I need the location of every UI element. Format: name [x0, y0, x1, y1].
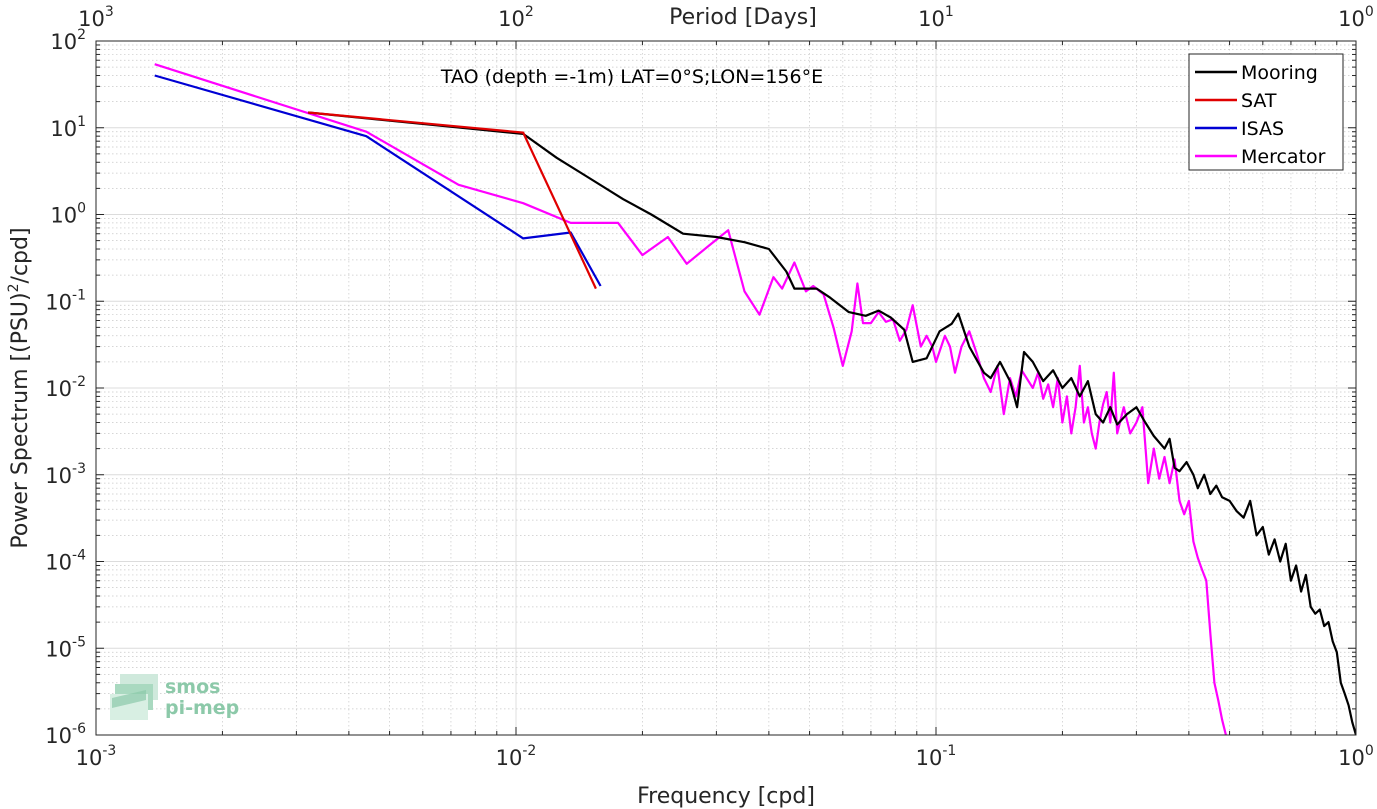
- y-tick-label-base: 10: [45, 637, 72, 661]
- period-tick-label: 102: [498, 4, 534, 31]
- x-tick-label-exponent: -1: [942, 743, 956, 759]
- legend-label-mooring: Mooring: [1241, 62, 1318, 84]
- period-tick-label: 100: [1338, 4, 1374, 31]
- x-tick-label: 10-2: [496, 743, 537, 770]
- x-tick-label-base: 10: [76, 746, 103, 770]
- legend-box: [1188, 53, 1344, 171]
- y-tick-label-base: 10: [50, 30, 77, 54]
- y-tick-label-exponent: -2: [72, 374, 86, 390]
- y-tick-label-exponent: -6: [72, 721, 86, 737]
- top-axis-title: Period [Days]: [669, 5, 817, 30]
- period-tick-label-exponent: 0: [1365, 4, 1374, 20]
- y-tick-label-exponent: -4: [72, 548, 86, 564]
- period-tick-label-base: 10: [1338, 7, 1365, 31]
- legend-label-mercator: Mercator: [1241, 146, 1326, 168]
- y-tick-label-base: 10: [45, 724, 72, 748]
- x-tick-label-base: 10: [496, 746, 523, 770]
- chart-annotation: TAO (depth =-1m) LAT=0°S;LON=156°E: [440, 66, 823, 88]
- y-tick-label-exponent: 2: [77, 27, 86, 43]
- y-tick-label-exponent: 0: [77, 201, 86, 217]
- y-tick-label: 10-4: [45, 548, 86, 575]
- y-tick-label: 101: [50, 114, 86, 141]
- y-tick-label-exponent: -5: [72, 634, 86, 650]
- logo-mark-icon: [110, 674, 158, 720]
- series-line-isas: [154, 74, 602, 287]
- period-tick-label-base: 10: [78, 7, 105, 31]
- period-tick-label-exponent: 1: [945, 4, 954, 20]
- x-tick-label-base: 10: [1338, 746, 1365, 770]
- x-tick-label: 10-1: [916, 743, 957, 770]
- legend: Mooring SAT ISAS Mercator: [1188, 53, 1344, 171]
- period-tick-label-base: 10: [498, 7, 525, 31]
- y-tick-label: 10-5: [45, 634, 86, 661]
- y-tick-label-exponent: 1: [77, 114, 86, 130]
- major-gridlines: [95, 40, 1357, 736]
- y-tick-label-exponent: -1: [72, 287, 86, 303]
- period-tick-label: 103: [78, 4, 114, 31]
- x-tick-label: 100: [1338, 743, 1374, 770]
- period-tick-label-base: 10: [918, 7, 945, 31]
- y-tick-label-base: 10: [50, 117, 77, 141]
- x-tick-label-base: 10: [916, 746, 943, 770]
- y-tick-label-base: 10: [45, 551, 72, 575]
- y-axis-title: Power Spectrum [(PSU)2/cpd]: [6, 227, 33, 548]
- y-tick-label: 102: [50, 27, 86, 54]
- x-tick-label-exponent: -2: [522, 743, 536, 759]
- tick-marks: [95, 40, 1357, 736]
- y-axis-title-tail: /cpd]: [8, 227, 33, 283]
- smos-pi-mep-logo: smos pi-mep: [110, 674, 239, 720]
- y-tick-label-base: 10: [50, 204, 77, 228]
- y-axis-title-superscript: 2: [6, 283, 22, 292]
- legend-label-sat: SAT: [1241, 90, 1277, 112]
- x-tick-label-exponent: 0: [1365, 743, 1374, 759]
- y-tick-label-base: 10: [45, 377, 72, 401]
- period-tick-label-exponent: 3: [105, 4, 114, 20]
- series-layer: [154, 63, 1356, 735]
- legend-label-isas: ISAS: [1241, 118, 1284, 140]
- logo-text-line1: smos: [165, 676, 220, 698]
- x-tick-label-exponent: -3: [102, 743, 116, 759]
- y-tick-label: 10-1: [45, 287, 86, 314]
- y-tick-label-exponent: -3: [72, 461, 86, 477]
- y-tick-label: 10-6: [45, 721, 86, 748]
- y-tick-label: 100: [50, 201, 86, 228]
- series-line-mercator: [154, 63, 1227, 735]
- y-tick-label-base: 10: [45, 290, 72, 314]
- y-axis-title-main: Power Spectrum [(PSU): [8, 292, 33, 548]
- x-axis-title: Frequency [cpd]: [637, 784, 815, 809]
- logo-text-line2: pi-mep: [165, 697, 239, 719]
- period-tick-label: 101: [918, 4, 954, 31]
- y-tick-label: 10-3: [45, 461, 86, 488]
- x-tick-label: 10-3: [76, 743, 117, 770]
- series-line-sat: [308, 111, 597, 290]
- series-line-mooring: [308, 111, 1356, 735]
- y-tick-label: 10-2: [45, 374, 86, 401]
- y-tick-label-base: 10: [45, 464, 72, 488]
- period-tick-label-exponent: 2: [525, 4, 534, 20]
